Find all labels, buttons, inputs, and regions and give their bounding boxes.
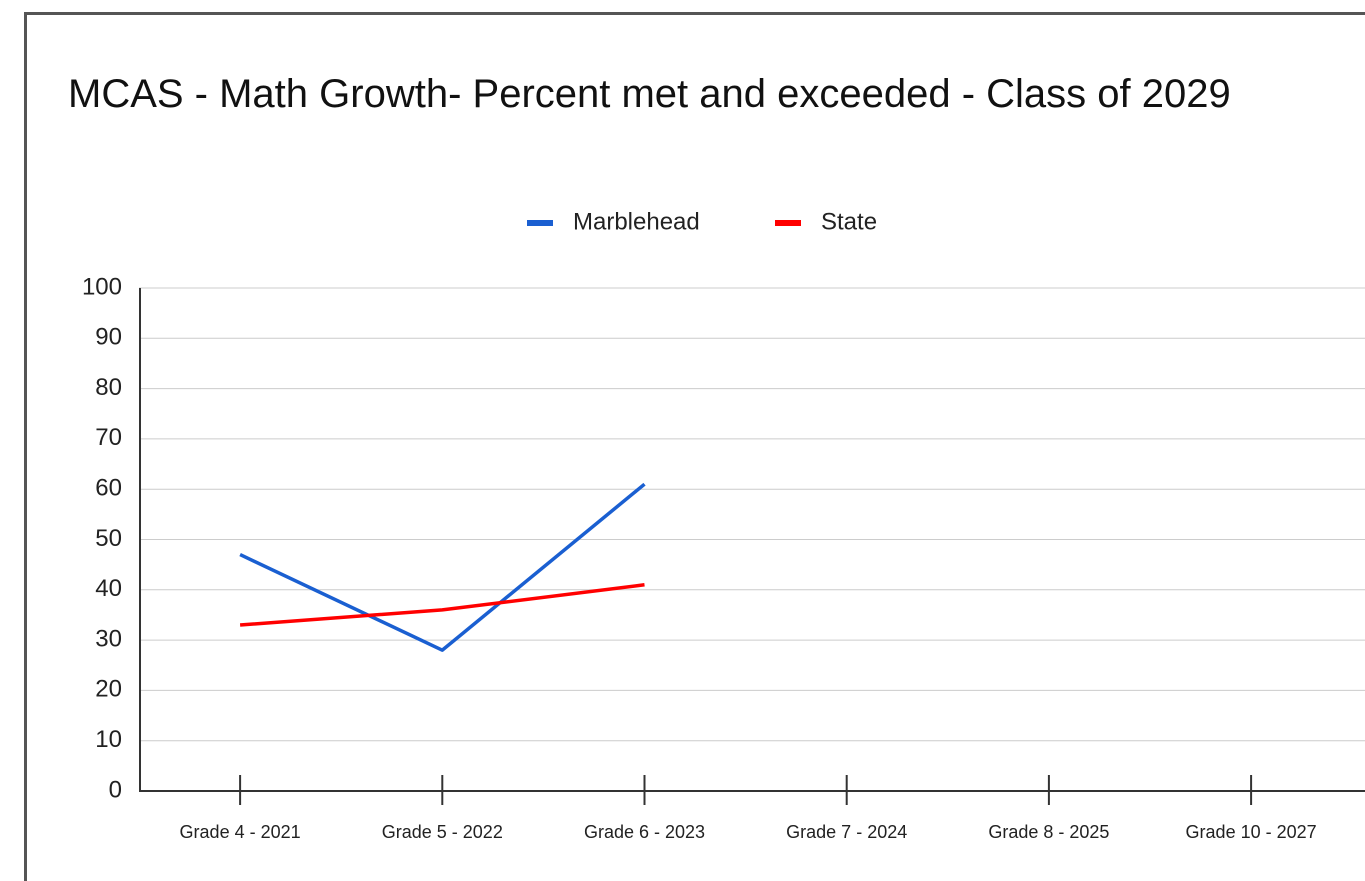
y-tick-label: 20: [95, 676, 122, 703]
x-tick-label: Grade 4 - 2021: [180, 822, 301, 842]
chart-title: MCAS - Math Growth- Percent met and exce…: [68, 72, 1231, 116]
series-line: [239, 482, 646, 652]
y-tick-label: 80: [95, 374, 122, 401]
x-tick-label: Grade 8 - 2025: [988, 822, 1109, 842]
y-tick-label: 50: [95, 525, 122, 552]
legend-label: State: [821, 208, 877, 235]
y-tick-label: 10: [95, 726, 122, 753]
legend-label: Marblehead: [573, 208, 700, 235]
x-tick-label: Grade 5 - 2022: [382, 822, 503, 842]
y-tick-label: 70: [95, 424, 122, 451]
panel-border: [24, 12, 1365, 881]
y-tick-label: 40: [95, 575, 122, 602]
y-tick-label: 0: [109, 776, 122, 803]
y-tick-label: 100: [82, 273, 122, 300]
x-tick-label: Grade 6 - 2023: [584, 822, 705, 842]
y-tick-label: 30: [95, 625, 122, 652]
series-line: [239, 583, 645, 627]
x-tick-label: Grade 7 - 2024: [786, 822, 907, 842]
y-tick-label: 90: [95, 324, 122, 351]
x-tick-label: Grade 10 - 2027: [1186, 822, 1317, 842]
y-tick-label: 60: [95, 475, 122, 502]
